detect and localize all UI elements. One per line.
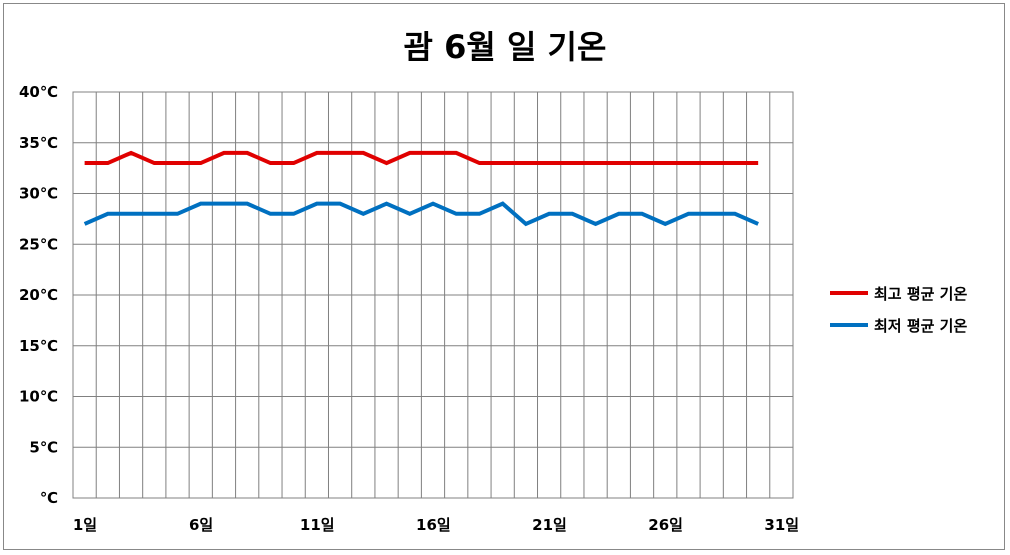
series-group [83, 150, 759, 227]
y-axis: ℃ 5℃ 10℃ 15℃ 20℃ 25℃ 30℃ 35℃ 40℃ [19, 83, 58, 507]
y-tick-label: 15℃ [19, 337, 58, 355]
y-tick-label: 20℃ [19, 286, 58, 304]
series-line-1 [84, 150, 759, 166]
legend-label-1: 최고 평균 기온 [874, 285, 967, 303]
y-tick-label: ℃ [40, 489, 58, 507]
y-tick-label: 10℃ [19, 388, 58, 406]
y-tick-label: 35℃ [19, 134, 58, 152]
x-tick-label: 26일 [648, 516, 683, 534]
x-tick-label: 11일 [300, 516, 335, 534]
x-axis: 1일 6일 11일 16일 21일 26일 31일 [73, 516, 799, 534]
y-tick-label: 25℃ [19, 235, 58, 253]
y-tick-label: 5℃ [29, 438, 58, 456]
y-tick-label: 40℃ [19, 83, 58, 101]
x-tick-label: 6일 [189, 516, 213, 534]
series-line-2 [83, 201, 759, 227]
chart-title: 괌 6월 일 기온 [403, 28, 607, 66]
x-tick-label: 31일 [764, 516, 799, 534]
legend-label-2: 최저 평균 기온 [874, 317, 967, 335]
x-tick-label: 16일 [416, 516, 451, 534]
y-tick-label: 30℃ [19, 185, 58, 203]
x-tick-label: 1일 [73, 516, 97, 534]
x-tick-label: 21일 [532, 516, 567, 534]
